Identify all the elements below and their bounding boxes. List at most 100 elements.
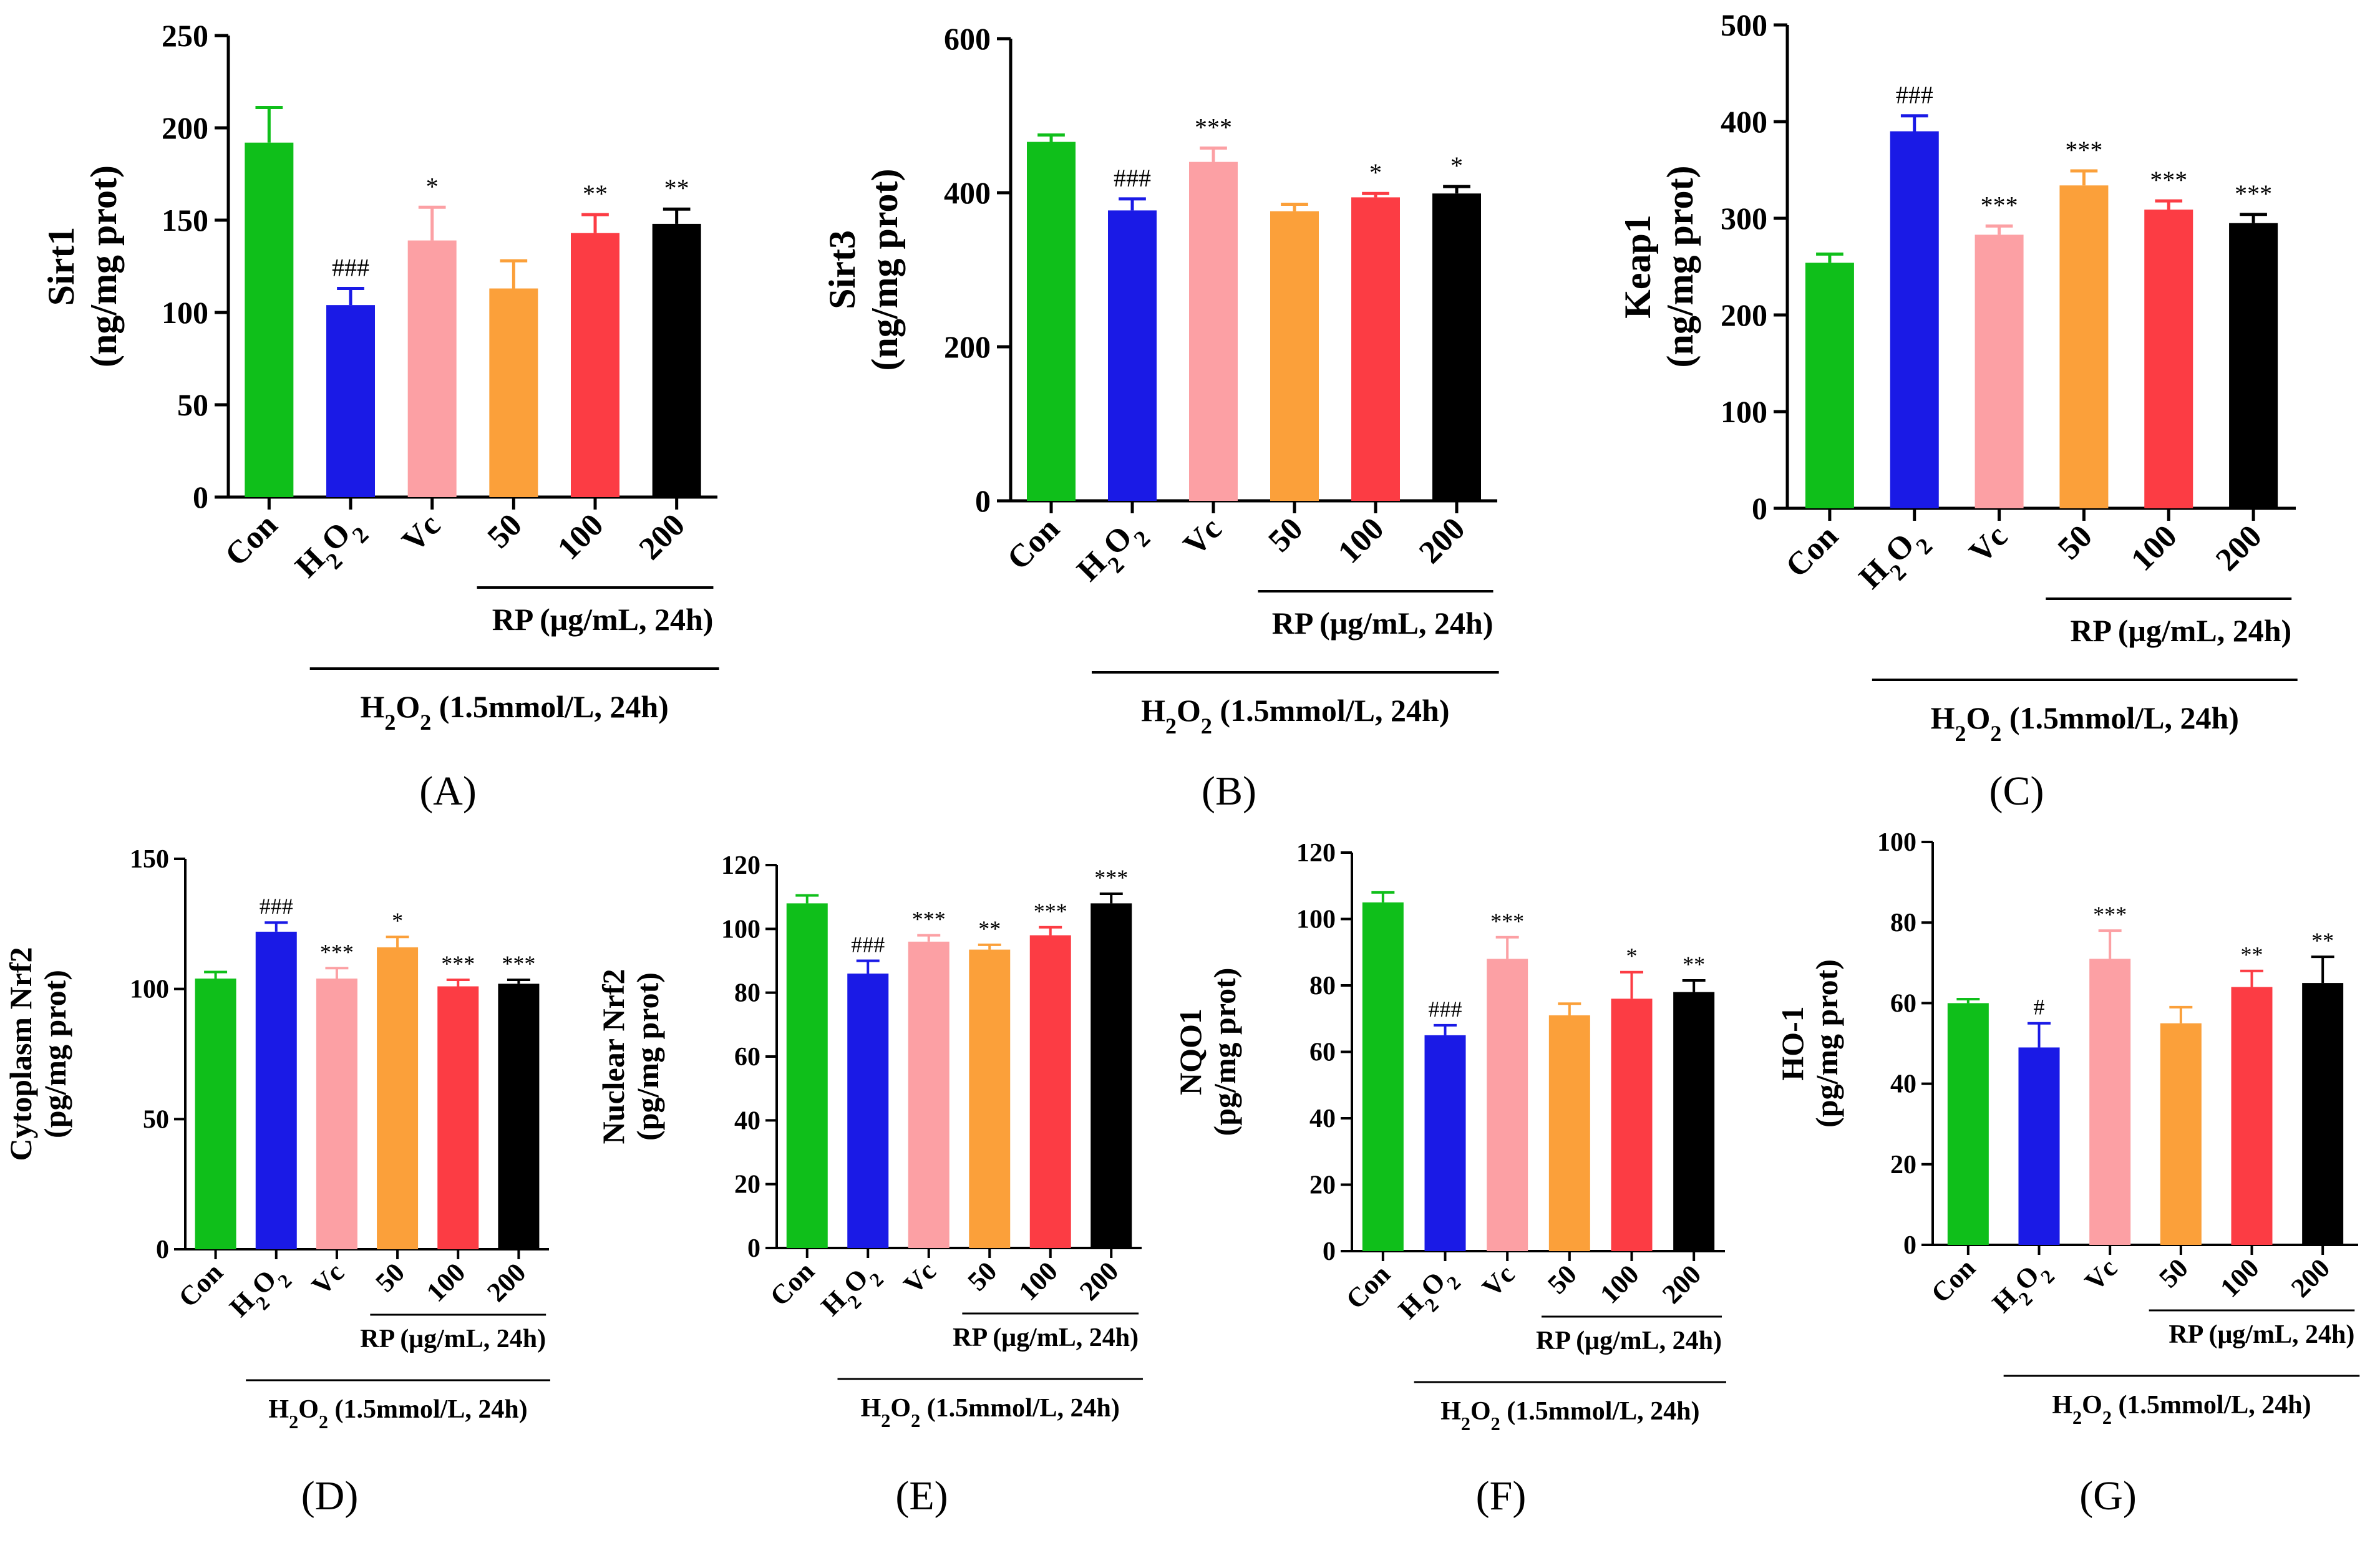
panel-a-y-label-line2: (ng/mg prot) (83, 165, 124, 367)
panel-e-panel-label: (E) (895, 1473, 948, 1519)
panel-f-significance-mark: ** (1683, 952, 1705, 977)
panel-e-y-tick-label: 60 (734, 1043, 760, 1071)
panel-f-bar (1424, 1035, 1466, 1251)
panel-f-bar (1362, 902, 1404, 1251)
panel-e-y-label-line1: Nuclear Nrf2 (596, 969, 631, 1144)
panel-a-y-tick-label: 150 (162, 203, 208, 238)
panel-b-y-label-line1: Sirt3 (822, 230, 863, 309)
panel-g-category-label: Con (1925, 1252, 1981, 1308)
panel-a-category-label: Con (218, 507, 284, 573)
panel-c-panel-label: (C) (1989, 768, 2044, 814)
panel-d-h2o2-group-label: H2O2 (1.5mmol/L, 24h) (268, 1395, 527, 1433)
panel-a-category-label: H2O2 (288, 507, 373, 592)
panel-b-bar (1108, 210, 1157, 501)
panel-b-y-label-line2: (ng/mg prot) (864, 169, 905, 371)
panel-g-significance-mark: # (2034, 995, 2045, 1020)
panel-f-y-tick-label: 40 (1309, 1105, 1336, 1133)
panel-g-y-tick-label: 40 (1890, 1070, 1916, 1099)
panel-b-bar (1189, 162, 1238, 501)
panel-b-category-label: 50 (1261, 511, 1309, 559)
panel-d-category-label: 100 (420, 1257, 471, 1307)
panel-a-bar (326, 305, 375, 497)
panel-d-y-tick-label: 100 (130, 975, 169, 1004)
panel-c-y-tick-label: 400 (1721, 104, 1767, 139)
panel-e-y-tick-label: 20 (734, 1171, 760, 1199)
panel-f-h2o2-group-label: H2O2 (1.5mmol/L, 24h) (1440, 1397, 1699, 1434)
panel-c-bar (2059, 185, 2109, 508)
panel-e-y-tick-label: 100 (721, 915, 760, 944)
panel-c-y-label-line1: Keap1 (1617, 215, 1658, 319)
panel-a-bar (407, 240, 457, 497)
panel-a-category-label: Vc (396, 507, 447, 559)
panel-a-h2o2-group-label: H2O2 (1.5mmol/L, 24h) (360, 689, 668, 735)
panel-c-y-tick-label: 200 (1721, 297, 1767, 332)
panel-g-rp-group-label: RP (μg/mL, 24h) (2169, 1320, 2354, 1349)
panel-c-category-label: 100 (2124, 518, 2183, 578)
panel-d-significance-mark: ### (260, 894, 293, 919)
panel-c-significance-mark: *** (2235, 180, 2272, 208)
panel-c-bar (1890, 131, 1939, 508)
panel-g-y-tick-label: 80 (1890, 909, 1916, 937)
panel-f-y-tick-label: 100 (1296, 906, 1336, 934)
panel-d-bar (377, 947, 419, 1249)
panel-g-y-tick-label: 0 (1903, 1231, 1916, 1260)
panel-d-category-label: Con (173, 1257, 229, 1313)
panel-a-y-tick-label: 50 (177, 387, 208, 422)
panel-a-y-tick-label: 200 (162, 110, 208, 145)
panel-f-category-label: Vc (1476, 1259, 1520, 1303)
panel-b-bar (1270, 211, 1319, 501)
panel-g-y-tick-label: 20 (1890, 1151, 1916, 1179)
panel-d-rp-group-label: RP (μg/mL, 24h) (360, 1325, 546, 1353)
panel-f-bar (1611, 999, 1653, 1251)
panel-g-y-tick-label: 100 (1877, 828, 1916, 857)
panel-c-category-label: 50 (2051, 518, 2099, 566)
panel-g-y-label-line1: HO-1 (1775, 1006, 1810, 1080)
panel-e-bar (786, 903, 828, 1248)
panel-f-bar (1673, 992, 1715, 1251)
panel-d-bar (316, 978, 357, 1249)
panel-a-y-label-line1: Sirt1 (41, 227, 82, 306)
panel-c-y-tick-label: 300 (1721, 201, 1767, 236)
panel-c-bar (1805, 263, 1854, 508)
panel-e-bar (1090, 903, 1132, 1248)
panel-a-y-tick-label: 100 (162, 295, 208, 330)
panel-e-significance-mark: ** (978, 916, 1001, 941)
panel-e-category-label: Con (764, 1255, 820, 1312)
panel-d-category-label: 50 (369, 1257, 410, 1298)
panel-f-category-label: 50 (1542, 1259, 1583, 1300)
panel-f-category-label: Con (1340, 1259, 1396, 1315)
panel-g-bar (2302, 983, 2344, 1245)
panel-b-bar (1432, 193, 1481, 501)
panel-d-significance-mark: *** (320, 939, 354, 964)
panel-b-y-tick-label: 400 (944, 175, 991, 210)
panel-e-y-tick-label: 120 (721, 851, 760, 880)
panel-d-y-label-line2: (pg/mg prot) (37, 970, 72, 1138)
panel-a-bar (652, 223, 701, 497)
panel-g-category-label: 100 (2214, 1252, 2265, 1303)
panel-f-y-tick-label: 80 (1309, 972, 1336, 1000)
panel-f-significance-mark: ### (1429, 997, 1462, 1022)
panel-a-category-label: 100 (551, 507, 610, 566)
panel-d-significance-mark: *** (502, 951, 535, 976)
panel-d-category-label: Vc (306, 1257, 350, 1301)
panel-g-significance-mark: ** (2311, 928, 2334, 953)
panel-d-bar (437, 986, 479, 1249)
panel-f-panel-label: (F) (1476, 1473, 1527, 1519)
panel-d-significance-mark: * (392, 908, 403, 933)
panel-g-category-label: 200 (2285, 1252, 2336, 1303)
panel-a-rp-group-label: RP (μg/mL, 24h) (492, 602, 714, 637)
panel-a-bar (489, 288, 538, 497)
panel-f-category-label: 100 (1594, 1259, 1644, 1309)
panel-c-y-tick-label: 500 (1721, 7, 1767, 42)
panel-c-category-label: Vc (1963, 518, 2014, 570)
panel-d-bar (498, 984, 540, 1249)
panel-c-bar (2144, 210, 2193, 508)
panel-d-y-label-line1: Cytoplasm Nrf2 (3, 947, 38, 1161)
panel-c-y-label-line2: (ng/mg prot) (1659, 166, 1701, 368)
panel-e-rp-group-label: RP (μg/mL, 24h) (953, 1323, 1139, 1352)
panel-f-significance-mark: * (1626, 944, 1638, 969)
